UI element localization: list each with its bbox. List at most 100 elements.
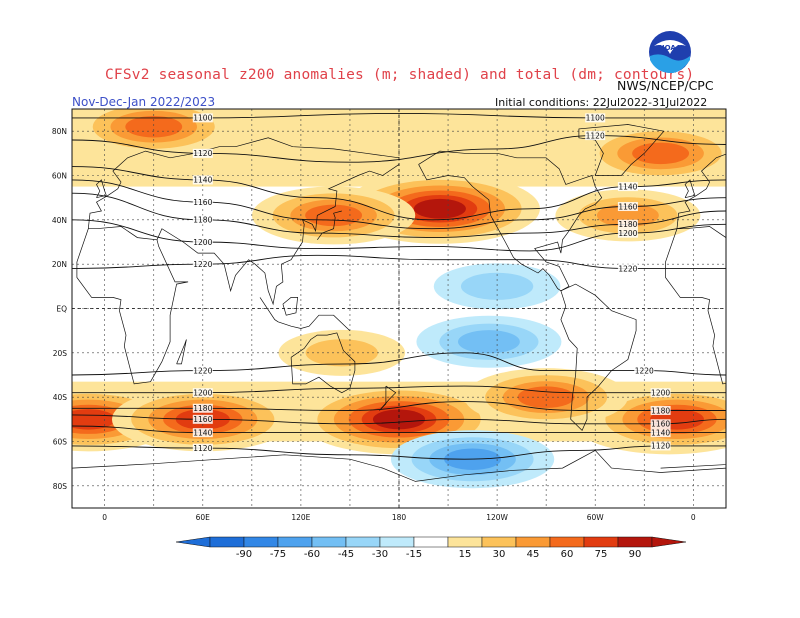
contour-label-bg	[192, 215, 213, 225]
contour-label-bg	[192, 443, 213, 453]
noaa-logo-icon: NOAA	[649, 31, 691, 74]
lon-label: 120W	[486, 513, 508, 522]
contour-label-bg	[585, 113, 606, 123]
lon-label: 60W	[587, 513, 605, 522]
forecast-period: Nov-Dec-Jan 2022/2023	[72, 95, 216, 109]
coastlines	[72, 124, 800, 482]
colorbar-label: 60	[561, 549, 574, 560]
coast-borneo	[282, 297, 298, 316]
colorbar-label: 15	[459, 549, 472, 560]
contour-label-bg	[192, 403, 213, 413]
contour-label: 1220	[635, 366, 654, 375]
contour-label-bg	[192, 259, 213, 269]
contour-label: 1120	[651, 442, 670, 451]
lon-label: 180	[392, 513, 407, 522]
contour-label-bg	[650, 441, 671, 451]
contour-label-bg	[617, 202, 638, 212]
contour-label-bg	[650, 428, 671, 438]
contour-label-bg	[617, 264, 638, 274]
anomaly-center-2	[596, 203, 659, 228]
contour-label-bg	[192, 414, 213, 424]
contour-1120	[72, 135, 726, 163]
lon-label: 120E	[291, 513, 310, 522]
colorbar-label: -75	[270, 549, 286, 560]
lat-label: 60N	[52, 172, 67, 181]
lon-label: 0	[102, 513, 107, 522]
colorbar-label: -60	[304, 549, 320, 560]
colorbar-label: 90	[629, 549, 642, 560]
coast-europe-africa-wrap	[665, 226, 726, 385]
lat-label: 20N	[52, 260, 67, 269]
contour-label: 1180	[618, 220, 637, 229]
contour-label: 1120	[586, 131, 605, 140]
colorbar-label: -30	[372, 549, 388, 560]
map-frame	[71, 108, 727, 509]
contour-label-bg	[192, 148, 213, 158]
lat-label: 40N	[52, 216, 67, 225]
contour-label: 1220	[193, 366, 212, 375]
coast-asia-south	[156, 164, 400, 306]
contour-label-bg	[192, 197, 213, 207]
colorbar-segment	[583, 536, 619, 548]
colorbar-segment	[243, 536, 279, 548]
coast-greenland	[578, 124, 665, 176]
coast-uk-wrap	[684, 179, 696, 199]
contour-label-bg	[192, 366, 213, 376]
lat-label: 20S	[53, 349, 68, 358]
coast-indonesia	[259, 297, 351, 331]
colorbar-segment	[549, 536, 585, 548]
contour-label-bg	[192, 388, 213, 398]
contour-label-bg	[617, 219, 638, 229]
anomaly-center-3	[125, 115, 183, 138]
contour-label: 1200	[618, 229, 637, 238]
lat-label: 80N	[52, 127, 67, 136]
anomaly-center-4	[632, 142, 690, 165]
contour-label: 1140	[193, 428, 212, 437]
anomaly-center-0	[413, 198, 466, 219]
contour-label-bg	[192, 113, 213, 123]
colorbar-label: 45	[527, 549, 540, 560]
contour-label: 1100	[193, 114, 212, 123]
coast-antarctica	[72, 449, 726, 482]
contour-label: 1220	[618, 264, 637, 273]
colorbar-segment	[617, 536, 653, 548]
contour-label-bg	[617, 182, 638, 192]
contour-label: 1160	[193, 415, 212, 424]
coast-europe-north-wrap	[676, 153, 726, 229]
colorbar-label: -45	[338, 549, 354, 560]
coast-south-america	[560, 283, 637, 432]
lat-label: 40S	[53, 393, 68, 402]
coast-japan	[317, 210, 342, 241]
contour-label: 1180	[651, 406, 670, 415]
contour-label: 1120	[193, 149, 212, 158]
contour-label: 1200	[651, 389, 670, 398]
colorbar-segment	[481, 536, 517, 548]
agency-label: NWS/NCEP/CPC	[617, 78, 714, 93]
logo-text: NOAA	[659, 44, 682, 52]
contour-label: 1140	[651, 428, 670, 437]
colorbar-segment	[447, 536, 483, 548]
coast-asia-south-wrap	[746, 164, 800, 304]
colorbar-segment	[515, 536, 551, 548]
colorbar-segment	[379, 536, 415, 548]
contour-label-bg	[650, 405, 671, 415]
coast-nz	[379, 385, 397, 411]
contour-label: 1160	[651, 420, 670, 429]
coast-madagascar-wrap	[765, 340, 775, 364]
contour-label: 1160	[618, 202, 637, 211]
lon-label: 0	[691, 513, 696, 522]
contour-label-bg	[617, 228, 638, 238]
initial-conditions: Initial conditions: 22Jul2022-31Jul2022	[495, 96, 708, 109]
contour-label-bg	[192, 428, 213, 438]
coast-uk	[96, 179, 107, 199]
contour-label: 1220	[193, 260, 212, 269]
lat-label: EQ	[56, 305, 67, 314]
colorbar-arrow-left	[175, 536, 211, 548]
contour-label: 1200	[193, 238, 212, 247]
axis-labels: 80N 60N 40N 20N EQ 20S 40S 60S 80S 0 60E 120E 180 120…	[52, 127, 696, 522]
anomaly-center-11	[460, 272, 534, 300]
contour-label-bg	[192, 175, 213, 185]
anomaly-center-1	[305, 204, 363, 227]
contour-label: 1100	[586, 114, 605, 123]
